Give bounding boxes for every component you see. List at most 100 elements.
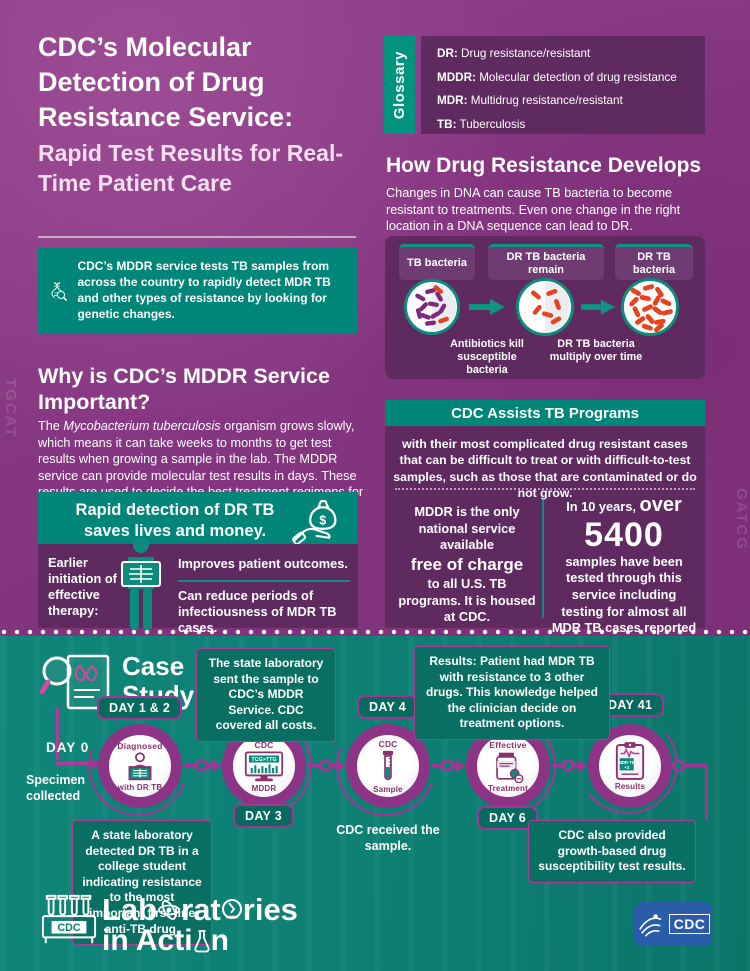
timeline-node: [195, 758, 208, 772]
pill-bottle-icon: [496, 752, 524, 783]
why-heading: Why is CDC’s MDDR Service Important?: [38, 364, 330, 414]
patient-xray-person-icon: [121, 537, 161, 630]
timeline-node: [319, 758, 332, 772]
timeline-arrowhead: [212, 759, 221, 772]
logo-text: n: [210, 924, 229, 957]
intro-text: CDC’s MDDR service tests TB samples from…: [77, 259, 331, 321]
timeline-arrowhead: [578, 759, 587, 772]
glossary-entry: MDR: Multidrug resistance/resistant: [437, 89, 705, 113]
resistance-diagram: TB bacteria DR TB bacteria remain DR TB …: [385, 236, 705, 379]
svg-text:$: $: [319, 513, 326, 527]
assists-right-pre: In 10 years,: [566, 499, 636, 514]
why-body-pre: The: [38, 419, 64, 433]
rapid-text: Rapid detection of DR TB saves lives and…: [75, 501, 275, 540]
atom-icon: [158, 899, 181, 920]
logo-text: rat: [181, 892, 221, 927]
title-divider: [38, 236, 356, 238]
mddr-monitor-icon: TCG>TTG: [244, 750, 284, 781]
tb-bacteria-icon: [415, 283, 456, 331]
circle-label-bottom: MDDR: [251, 783, 277, 793]
test-tube-icon: [382, 750, 394, 780]
how-paragraph: Changes in DNA can cause TB bacteria to …: [386, 186, 681, 233]
stage-label-tb-bacteria: TB bacteria: [399, 244, 475, 280]
therapy-benefit-1: Improves patient outcomes.: [178, 556, 348, 571]
therapy-divider: [178, 580, 350, 582]
timeline-node: [562, 758, 575, 772]
in-action-wordmark: in Acti n: [102, 926, 229, 956]
case-study-title-line1: Case: [122, 651, 185, 681]
day-badge-1-2: DAY 1 & 2: [97, 696, 183, 720]
rack-cdc-text: CDC: [57, 922, 80, 934]
circle-label-bottom: Treatment: [487, 783, 529, 793]
results-clipboard-icon: MDR TB +3: [615, 742, 645, 780]
dna-magnifier-icon: [51, 282, 67, 301]
money-bag-hand-icon: $: [292, 500, 337, 544]
callout-sample-sent: The state laboratory sent the sample to …: [196, 648, 336, 742]
title-main: CDC’s Molecular Detection of Drug Resist…: [38, 32, 294, 133]
flask-icon: [193, 930, 210, 953]
circle-label-bottom: Sample: [373, 784, 403, 794]
callout-detected: A state laboratory detected DR TB in a c…: [72, 820, 212, 946]
day0-caption: Specimen collected: [26, 773, 86, 804]
petri-circle-drtb-remain: [516, 278, 574, 336]
petri-circle-tb: [404, 279, 460, 335]
logo-text: Lab: [102, 892, 158, 927]
glossary-term: MDDR:: [437, 70, 476, 84]
title-subtitle: Rapid Test Results for Real-Time Patient…: [38, 140, 344, 196]
caption-multiply: DR TB bacteria multiply over time: [549, 338, 643, 364]
hhs-eagle-icon: [638, 914, 662, 937]
callout-results: Results: Patient had MDR TB with resista…: [414, 646, 610, 740]
day0-arrowhead: [91, 757, 100, 770]
monitor-screen-text: TCG>TTG: [251, 757, 276, 763]
rapid-detection-box: Rapid detection of DR TB saves lives and…: [38, 492, 358, 544]
dna-letters-decoration: TGCAT: [2, 378, 19, 439]
assists-over: over: [639, 494, 682, 516]
glossary-tab: Glossary: [384, 36, 415, 134]
glossary-entry: DR: Drug resistance/resistant: [437, 42, 705, 66]
glossary-def: Multidrug resistance/resistant: [467, 94, 623, 107]
drtb-bacteria-icon: [629, 284, 673, 333]
microscope-icon: [221, 898, 242, 919]
therapy-panel: Earlier initiation of effective therapy:…: [38, 544, 358, 635]
glossary-term: DR:: [437, 47, 458, 60]
day0-horizontal-line: [56, 762, 92, 765]
page-title: CDC’s Molecular Detection of Drug Resist…: [38, 30, 370, 198]
how-heading: How Drug Resistance Develops: [386, 154, 702, 177]
caption-antibiotics: Antibiotics kill susceptible bacteria: [450, 338, 524, 377]
timeline-arrowhead: [336, 759, 345, 772]
clipboard-chip-line1: MDR TB: [618, 760, 635, 765]
circle-label-bottom: Results: [614, 782, 646, 791]
timeline-circle-diagnosed: Diagnosed with DR TB: [98, 724, 182, 808]
laboratories-wordmark: Lab rat ries: [102, 894, 298, 925]
therapy-benefit-2: Can reduce periods of infectiousness of …: [178, 588, 337, 635]
timeline-arrowhead: [456, 759, 465, 772]
intro-box: CDC’s MDDR service tests TB samples from…: [38, 248, 358, 334]
day-badge-6: DAY 6: [477, 806, 538, 830]
assists-vertical-divider: [542, 500, 544, 618]
logo-text: in Acti: [102, 924, 193, 957]
petri-circle-drtb-multiplied: [621, 278, 679, 336]
clipboard-chip-line2: +3: [624, 765, 630, 770]
arrow-right-icon: [581, 299, 615, 315]
cdc-badge-text: CDC: [668, 914, 711, 934]
assists-header: CDC Assists TB Programs: [385, 400, 705, 426]
circle-label-top: Effective: [489, 739, 527, 750]
therapy-label: Earlier initiation of effective therapy:: [48, 555, 117, 618]
assists-free-of-charge: free of charge: [410, 554, 524, 574]
case-study-magnifier-icon: [40, 654, 110, 710]
section-dotted-separator: [0, 629, 750, 637]
glossary-box: DR: Drug resistance/resistant MDDR: Mole…: [421, 36, 705, 134]
drtb-remain-bacteria-icon: [530, 282, 570, 332]
day0-vertical-line: [56, 708, 59, 760]
timeline-node: [672, 758, 685, 772]
cdc-hhs-logo: CDC: [634, 902, 712, 946]
glossary-def: Drug resistance/resistant: [457, 47, 591, 60]
why-body-italic: Mycobacterium tuberculosis: [63, 419, 221, 433]
stage-label-drtb-bacteria: DR TB bacteria: [615, 244, 693, 280]
circle-label-top: CDC: [254, 739, 274, 750]
day0-label: DAY 0: [46, 740, 90, 755]
circle-label-bottom: with DR TB: [117, 782, 163, 792]
timeline-connector: [685, 764, 707, 767]
glossary-term: MDR:: [437, 94, 468, 107]
